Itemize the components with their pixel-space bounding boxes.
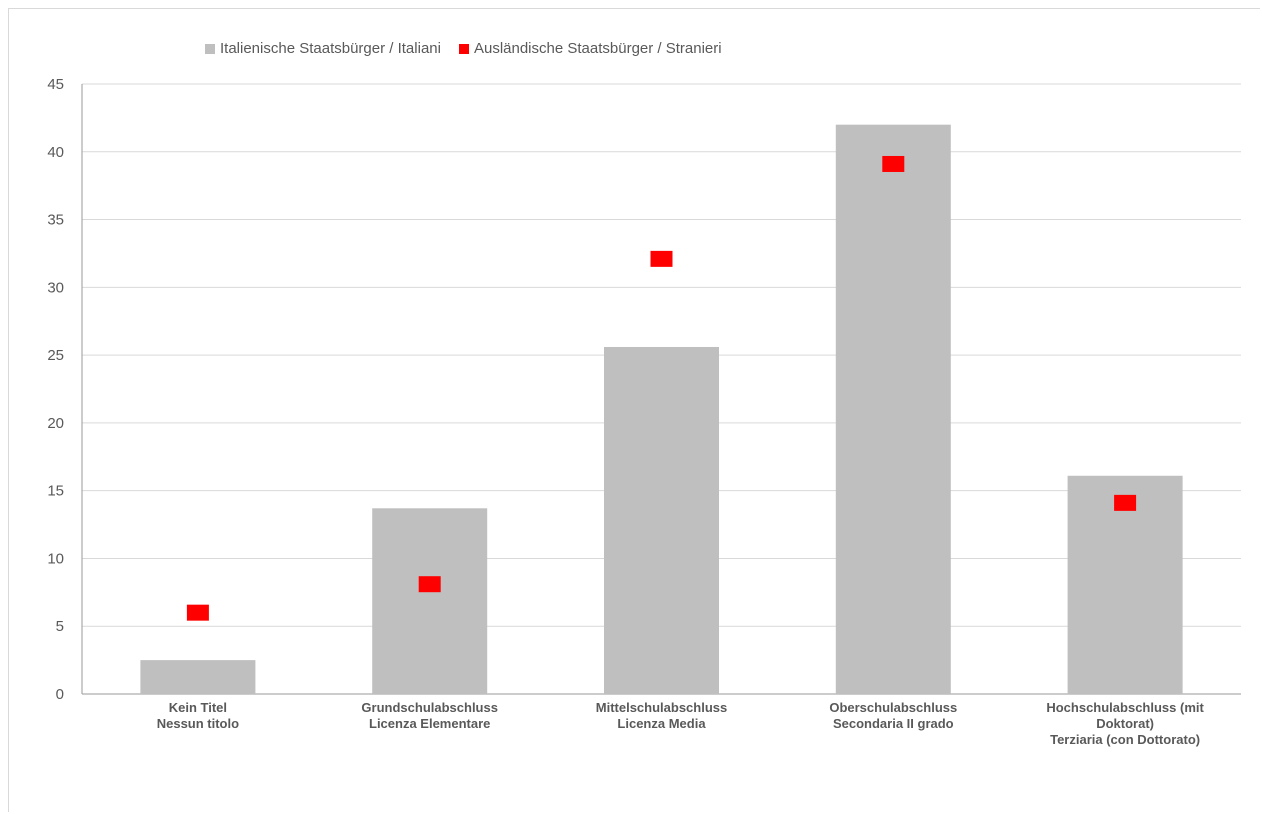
legend-item-italiani: Italienische Staatsbürger / Italiani [205, 40, 441, 57]
x-tick-label-line: Secondaria II grado [833, 716, 954, 731]
x-tick-label-line: Grundschulabschluss [361, 700, 498, 715]
y-tick-label: 40 [47, 144, 64, 161]
x-tick-label: Mittelschulabschluss Licenza Media [596, 700, 727, 731]
bar-italiani [1067, 475, 1183, 694]
y-tick-label: 45 [47, 76, 64, 93]
x-tick-label: Oberschulabschluss Secondaria II grado [829, 700, 957, 731]
x-tick-label-line: Doktorat) [1096, 716, 1154, 731]
x-tick-label-line: Licenza Media [617, 716, 706, 731]
legend-item-stranieri: Ausländische Staatsbürger / Stranieri [458, 40, 722, 57]
marker-stranieri [418, 576, 441, 593]
chart-frame [8, 8, 1260, 812]
x-tick-label-line: Nessun titolo [157, 716, 239, 731]
legend: Italienische Staatsbürger / Italiani Aus… [205, 40, 740, 57]
x-tick-label: Hochschulabschluss (mit Doktorat) Terziari… [1046, 700, 1204, 747]
marker-stranieri [1114, 494, 1137, 511]
x-tick-label-line: Terziaria (con Dottorato) [1050, 732, 1200, 747]
marker-stranieri [882, 155, 905, 172]
bar-italiani [835, 124, 951, 694]
y-tick-label: 35 [47, 212, 64, 229]
bar-italiani [604, 346, 719, 694]
legend-swatch-stranieri [458, 43, 469, 54]
x-tick-label-line: Hochschulabschluss (mit [1046, 700, 1204, 715]
y-tick-label: 25 [47, 347, 64, 364]
legend-label-italiani: Italienische Staatsbürger / Italiani [220, 40, 441, 57]
x-tick-label-line: Kein Titel [169, 700, 227, 715]
bar-italiani [140, 660, 256, 694]
marker-stranieri [650, 250, 673, 267]
x-tick-label: Kein Titel Nessun titolo [157, 700, 239, 731]
x-tick-label-line: Oberschulabschluss [829, 700, 957, 715]
y-tick-label: 10 [47, 550, 64, 567]
marker-stranieri [186, 604, 209, 621]
y-tick-label: 20 [47, 415, 64, 432]
y-tick-label: 5 [56, 618, 64, 635]
y-tick-label: 15 [47, 483, 64, 500]
y-tick-label: 30 [47, 279, 64, 296]
x-tick-label: Grundschulabschluss Licenza Elementare [361, 700, 498, 731]
x-tick-label-line: Mittelschulabschluss [596, 700, 727, 715]
legend-swatch-italiani [205, 43, 215, 54]
x-tick-label-line: Licenza Elementare [369, 716, 490, 731]
bar-italiani [372, 508, 488, 694]
legend-label-stranieri: Ausländische Staatsbürger / Stranieri [473, 40, 722, 57]
y-tick-label: 0 [56, 686, 64, 703]
